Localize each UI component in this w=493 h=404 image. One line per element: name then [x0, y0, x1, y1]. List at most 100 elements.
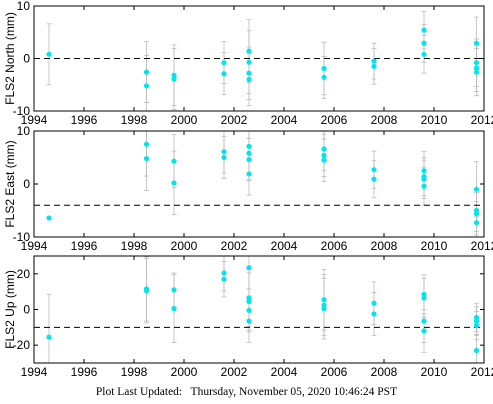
- data-point-1-11: [246, 76, 252, 83]
- data-point-1-5: [171, 76, 177, 82]
- data-point-3-21: [421, 328, 427, 334]
- data-point-3-9: [246, 295, 252, 301]
- x-tick-label-2010: 2010: [421, 365, 448, 379]
- x-tick-label-2010: 2010: [421, 113, 448, 127]
- plot-frame: [33, 130, 485, 238]
- y-tick-label-0: 0: [23, 303, 30, 317]
- x-tick-label-1994: 1994: [21, 239, 48, 253]
- x-tick-label-2000: 2000: [171, 113, 198, 127]
- data-point-3-5: [171, 306, 177, 312]
- x-tick-label-2008: 2008: [371, 239, 398, 253]
- x-tick-label-1996: 1996: [71, 365, 98, 379]
- panel-3: 1994 1996 1998 2000 2002 2004 2006 2008 2010 2012…: [3, 255, 493, 379]
- data-point-3-25: [473, 347, 480, 354]
- data-point-1-4: [171, 72, 177, 78]
- x-tick-label-2010: 2010: [421, 239, 448, 253]
- data-point-1-15: [371, 63, 377, 69]
- x-tick-label-2012: 2012: [471, 365, 493, 379]
- x-tick-label-1996: 1996: [71, 113, 98, 127]
- data-point-1-22: [473, 69, 480, 75]
- data-point-2-24: [473, 220, 480, 226]
- x-tick-label-1998: 1998: [121, 365, 148, 379]
- x-tick-label-2002: 2002: [221, 239, 248, 253]
- data-point-2-8: [246, 143, 252, 149]
- x-tick-label-2004: 2004: [271, 239, 298, 253]
- y-tick-label-20: 20: [17, 267, 31, 281]
- data-point-3-22: [473, 314, 480, 321]
- data-point-2-16: [371, 176, 377, 182]
- footer-label: Plot Last Updated:: [95, 386, 183, 398]
- y-tick-label-10: 10: [17, 124, 31, 138]
- data-point-1-10: [246, 70, 252, 76]
- data-point-1-6: [221, 60, 227, 66]
- data-point-3-15: [321, 306, 327, 312]
- data-point-1-7: [221, 71, 227, 77]
- data-point-3-1: [46, 334, 52, 340]
- y-tick-label-0: 0: [23, 52, 30, 66]
- x-tick-label-2008: 2008: [371, 113, 398, 127]
- data-point-3-12: [246, 318, 252, 324]
- data-point-1-19: [473, 40, 480, 46]
- data-point-2-17: [421, 168, 427, 174]
- data-point-3-16: [371, 300, 377, 306]
- data-point-2-1: [46, 215, 52, 221]
- data-point-1-20: [473, 60, 480, 66]
- x-tick-label-1996: 1996: [71, 239, 98, 253]
- x-tick-label-2004: 2004: [271, 365, 298, 379]
- data-point-2-12: [321, 146, 327, 152]
- x-tick-label-2012: 2012: [471, 113, 493, 127]
- data-point-2-19: [421, 176, 427, 182]
- data-point-2-5: [171, 180, 177, 186]
- x-tick-label-2006: 2006: [321, 113, 348, 127]
- x-tick-label-1998: 1998: [121, 113, 148, 127]
- data-point-1-16: [421, 27, 427, 33]
- plot-footer: Plot Last Updated: Thursday, November 05…: [0, 386, 493, 398]
- panel-1: 1994 1996 1998 2000 2002 2004 2006 2008 2010 2012…: [3, 0, 493, 127]
- data-point-2-11: [246, 171, 252, 177]
- x-tick-label-2000: 2000: [171, 365, 198, 379]
- data-point-3-7: [221, 276, 227, 282]
- data-point-3-24: [473, 322, 480, 329]
- data-point-1-2: [143, 69, 150, 75]
- data-point-2-6: [221, 149, 227, 155]
- data-point-2-15: [371, 167, 377, 173]
- x-tick-label-1998: 1998: [121, 239, 148, 253]
- data-point-2-20: [421, 183, 427, 189]
- y-tick-label--10: -10: [13, 104, 31, 118]
- x-tick-label-1994: 1994: [21, 113, 48, 127]
- data-point-3-8: [246, 264, 252, 271]
- data-point-2-14: [321, 157, 327, 163]
- data-point-3-10: [246, 298, 252, 305]
- y-tick-label--10: -10: [13, 230, 31, 244]
- data-point-3-17: [371, 311, 377, 317]
- data-point-2-21: [473, 186, 480, 192]
- data-point-3-11: [246, 307, 252, 313]
- data-point-2-7: [221, 154, 227, 161]
- x-tick-label-2006: 2006: [321, 239, 348, 253]
- data-point-3-4: [171, 287, 177, 293]
- error-bar-3-1: [46, 293, 52, 364]
- data-point-1-18: [421, 51, 427, 57]
- data-point-3-3: [143, 288, 150, 294]
- data-point-2-9: [246, 150, 252, 156]
- x-tick-label-2006: 2006: [321, 365, 348, 379]
- data-point-1-1: [46, 51, 52, 57]
- y-axis-label: FLS2 East (mm): [3, 140, 17, 227]
- x-tick-label-2002: 2002: [221, 113, 248, 127]
- x-tick-label-2004: 2004: [271, 113, 298, 127]
- data-point-2-23: [473, 211, 480, 217]
- x-tick-label-2002: 2002: [221, 365, 248, 379]
- y-tick-label--20: -20: [13, 338, 31, 352]
- y-axis-label: FLS2 North (mm): [3, 12, 17, 105]
- data-point-1-9: [246, 59, 252, 65]
- data-point-2-13: [321, 152, 327, 158]
- data-point-3-19: [421, 295, 427, 301]
- data-point-1-13: [321, 74, 327, 80]
- data-point-2-3: [143, 155, 150, 162]
- data-point-2-2: [143, 141, 150, 147]
- y-tick-label-0: 0: [23, 177, 30, 191]
- x-tick-label-1994: 1994: [21, 365, 48, 379]
- data-point-3-18: [421, 291, 427, 297]
- data-point-3-6: [221, 270, 227, 276]
